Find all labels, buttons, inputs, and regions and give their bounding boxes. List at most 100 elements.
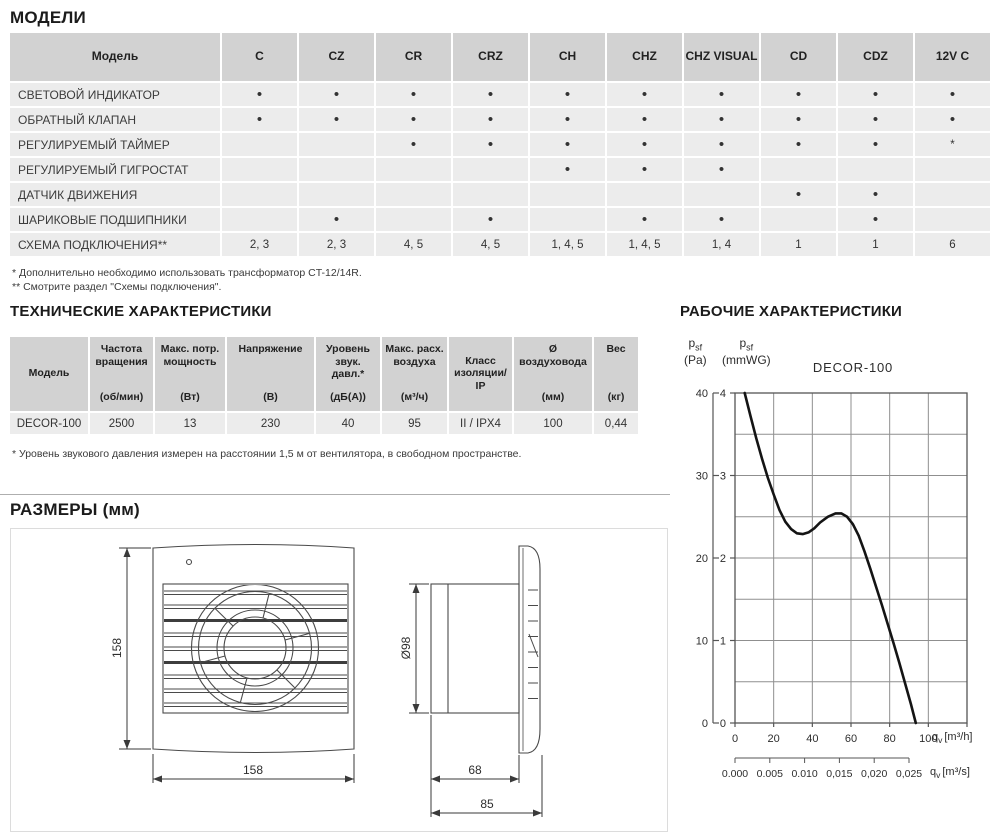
fan-grille bbox=[164, 585, 347, 712]
feature-cell: • bbox=[376, 83, 451, 106]
tech-value-cell: 2500 bbox=[90, 413, 153, 434]
x-axis-symbol: q bbox=[932, 731, 939, 743]
feature-cell bbox=[376, 183, 451, 206]
feature-cell bbox=[761, 158, 836, 181]
feature-cell: 2, 3 bbox=[222, 233, 297, 256]
feature-cell: • bbox=[530, 133, 605, 156]
pa-tick-label: 20 bbox=[696, 553, 708, 565]
x2-tick-label: 0,015 bbox=[826, 768, 852, 780]
feature-cell: • bbox=[222, 83, 297, 106]
models-corner-header: Модель bbox=[10, 33, 220, 81]
tech-column-header: Модель bbox=[10, 337, 88, 411]
feature-cell: • bbox=[838, 108, 913, 131]
mmwg-tick-label: 0 bbox=[720, 718, 726, 730]
pa-axis-subscript: sf bbox=[695, 342, 703, 353]
model-column-header: CZ bbox=[299, 33, 374, 81]
mmwg-axis-subscript: sf bbox=[746, 342, 754, 353]
dimensions-drawing-box: 158 158 Ø98 68 bbox=[10, 528, 668, 832]
fan-side-view bbox=[430, 545, 541, 754]
front-height-label: 158 bbox=[110, 638, 124, 658]
pa-axis-symbol: p bbox=[688, 336, 696, 350]
duct-diameter-label: Ø98 bbox=[399, 636, 413, 659]
tech-table: Модель Частота вращения (об/мин) Макс. потр… bbox=[10, 337, 638, 434]
x-axis-secondary-unit: qv [m³/s] bbox=[930, 766, 970, 780]
tech-column-header: Макс. потр. мощность (Вт) bbox=[155, 337, 225, 411]
feature-cell bbox=[222, 133, 297, 156]
feature-cell: • bbox=[607, 158, 682, 181]
pa-tick-label: 10 bbox=[696, 636, 708, 648]
section-divider bbox=[0, 494, 670, 495]
model-column-header: 12V C bbox=[915, 33, 990, 81]
x-axis-secondary-symbol: q bbox=[930, 766, 937, 778]
pa-tick-label: 40 bbox=[696, 388, 708, 400]
feature-cell: • bbox=[299, 83, 374, 106]
feature-cell bbox=[838, 158, 913, 181]
model-column-header: CR bbox=[376, 33, 451, 81]
pa-tick-label: 0 bbox=[702, 718, 708, 730]
x-tick-label: 80 bbox=[884, 733, 896, 745]
feature-cell: • bbox=[607, 108, 682, 131]
models-footnote-1: * Дополнительно необходимо использовать … bbox=[12, 267, 362, 279]
feature-cell: 1, 4, 5 bbox=[607, 233, 682, 256]
model-column-header: C bbox=[222, 33, 297, 81]
tech-value-cell: II / IPX4 bbox=[449, 413, 512, 434]
feature-cell bbox=[299, 133, 374, 156]
tech-column-header: Класс изоляции/ IP bbox=[449, 337, 512, 411]
feature-row-label: ДАТЧИК ДВИЖЕНИЯ bbox=[10, 183, 220, 206]
feature-cell bbox=[684, 183, 759, 206]
tech-value-cell: DECOR-100 bbox=[10, 413, 88, 434]
feature-cell bbox=[915, 158, 990, 181]
feature-cell bbox=[222, 183, 297, 206]
feature-cell: • bbox=[684, 133, 759, 156]
total-depth-dimension: 85 bbox=[431, 755, 543, 817]
feature-cell: 6 bbox=[915, 233, 990, 256]
feature-cell: 1 bbox=[761, 233, 836, 256]
performance-curve bbox=[743, 391, 918, 725]
feature-cell bbox=[607, 183, 682, 206]
x-tick-label: 20 bbox=[768, 733, 780, 745]
mmwg-tick-label: 4 bbox=[720, 388, 726, 400]
duct-diameter-dimension: Ø98 bbox=[399, 583, 429, 714]
feature-cell: • bbox=[607, 83, 682, 106]
pa-axis-unit-text: (Pa) bbox=[684, 353, 707, 368]
feature-cell bbox=[915, 208, 990, 231]
feature-cell: • bbox=[761, 108, 836, 131]
tech-column-header: Частота вращения (об/мин) bbox=[90, 337, 153, 411]
feature-cell bbox=[222, 208, 297, 231]
x-tick-label: 60 bbox=[845, 733, 857, 745]
feature-cell bbox=[761, 208, 836, 231]
duct-length-dimension: 68 bbox=[430, 715, 520, 817]
feature-cell: • bbox=[684, 108, 759, 131]
feature-cell: • bbox=[761, 83, 836, 106]
models-section-title: МОДЕЛИ bbox=[10, 8, 86, 27]
feature-cell: • bbox=[530, 83, 605, 106]
feature-cell bbox=[299, 183, 374, 206]
feature-cell bbox=[376, 158, 451, 181]
tech-section-title: ТЕХНИЧЕСКИЕ ХАРАКТЕРИСТИКИ bbox=[10, 303, 272, 320]
tech-column-header: Ø воздуховода (мм) bbox=[514, 337, 592, 411]
mmwg-axis-unit: psf (mmWG) bbox=[722, 336, 771, 368]
feature-cell: • bbox=[684, 158, 759, 181]
feature-cell: • bbox=[453, 208, 528, 231]
feature-cell: • bbox=[838, 183, 913, 206]
tech-value-cell: 100 bbox=[514, 413, 592, 434]
feature-cell: • bbox=[453, 83, 528, 106]
tech-column-header: Напряжение (В) bbox=[227, 337, 314, 411]
tech-value-cell: 0,44 bbox=[594, 413, 638, 434]
fan-front-view bbox=[152, 543, 355, 754]
feature-cell: • bbox=[376, 108, 451, 131]
feature-cell bbox=[453, 183, 528, 206]
x-tick-label: 100 bbox=[919, 733, 937, 745]
tech-value-cell: 13 bbox=[155, 413, 225, 434]
feature-cell: • bbox=[222, 108, 297, 131]
mmwg-tick-label: 1 bbox=[720, 636, 726, 648]
feature-cell: 1 bbox=[838, 233, 913, 256]
feature-cell bbox=[915, 183, 990, 206]
feature-cell: • bbox=[530, 158, 605, 181]
dimensions-drawing: 158 158 Ø98 68 bbox=[110, 543, 543, 817]
models-footnote-2: ** Смотрите раздел "Схемы подключения". bbox=[12, 281, 222, 293]
feature-cell: • bbox=[607, 133, 682, 156]
x-axis-unit: qv [m³/h] bbox=[932, 731, 973, 745]
feature-cell bbox=[530, 183, 605, 206]
x-axis-secondary-unit-text: [m³/s] bbox=[942, 766, 970, 778]
